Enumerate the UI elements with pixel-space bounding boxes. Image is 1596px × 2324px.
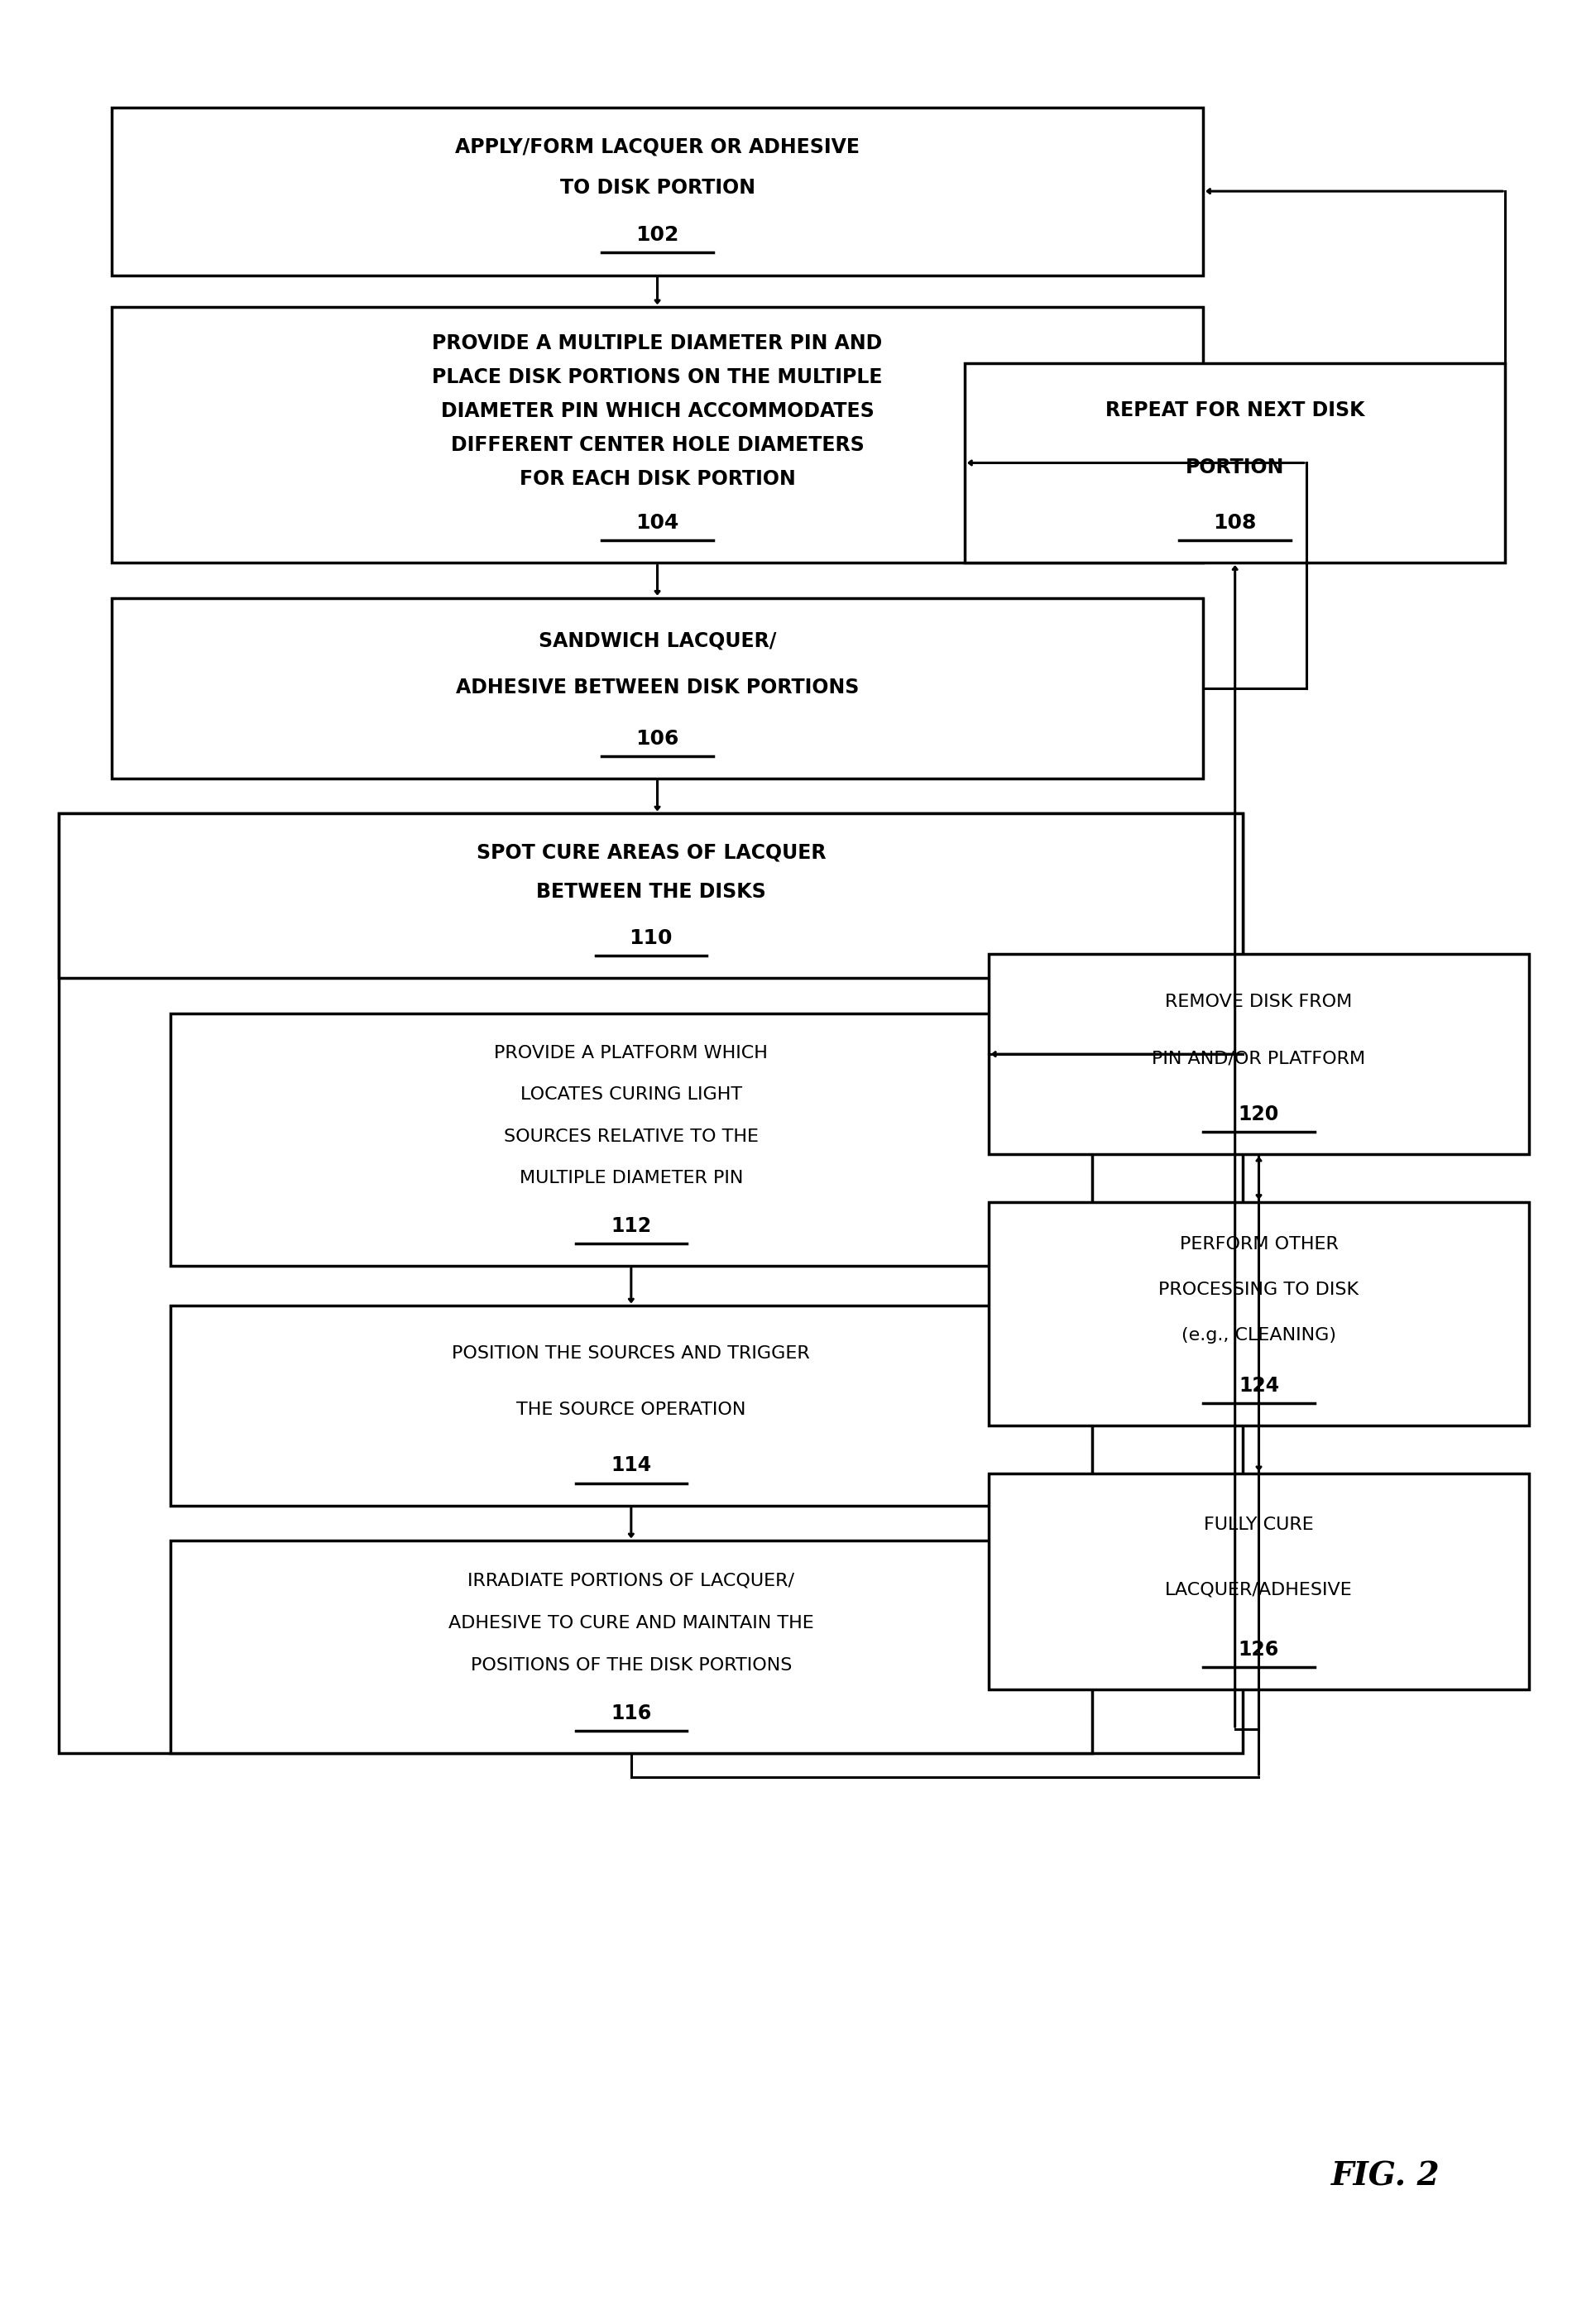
Bar (171, 1013, 1092, 1267)
Text: PLACE DISK PORTIONS ON THE MULTIPLE: PLACE DISK PORTIONS ON THE MULTIPLE (433, 367, 883, 388)
Text: REMOVE DISK FROM: REMOVE DISK FROM (1165, 995, 1352, 1011)
Text: SANDWICH LACQUER/: SANDWICH LACQUER/ (538, 630, 776, 651)
Text: PROCESSING TO DISK: PROCESSING TO DISK (1159, 1281, 1360, 1299)
Text: THE SOURCE OPERATION: THE SOURCE OPERATION (517, 1401, 745, 1418)
Text: APPLY/FORM LACQUER OR ADHESIVE: APPLY/FORM LACQUER OR ADHESIVE (455, 137, 860, 156)
Bar (171, 1306, 1092, 1506)
Text: 114: 114 (611, 1455, 651, 1476)
Text: PERFORM OTHER: PERFORM OTHER (1179, 1236, 1337, 1253)
Text: PROVIDE A PLATFORM WHICH: PROVIDE A PLATFORM WHICH (495, 1046, 768, 1062)
Bar (59, 813, 1243, 1752)
Text: (e.g., CLEANING): (e.g., CLEANING) (1181, 1327, 1336, 1343)
Text: TO DISK PORTION: TO DISK PORTION (560, 177, 755, 198)
Bar (988, 955, 1529, 1155)
Text: 116: 116 (611, 1703, 651, 1722)
Text: 120: 120 (1238, 1104, 1280, 1125)
Text: 106: 106 (635, 730, 678, 748)
Text: ADHESIVE TO CURE AND MAINTAIN THE: ADHESIVE TO CURE AND MAINTAIN THE (448, 1615, 814, 1631)
Bar (171, 1541, 1092, 1752)
Text: IRRADIATE PORTIONS OF LACQUER/: IRRADIATE PORTIONS OF LACQUER/ (468, 1573, 795, 1590)
Text: SOURCES RELATIVE TO THE: SOURCES RELATIVE TO THE (504, 1127, 758, 1146)
Bar (988, 1473, 1529, 1690)
Text: 108: 108 (1213, 514, 1256, 532)
Bar (59, 813, 1243, 978)
Bar (112, 107, 1203, 274)
Text: SPOT CURE AREAS OF LACQUER: SPOT CURE AREAS OF LACQUER (476, 844, 825, 862)
Text: MULTIPLE DIAMETER PIN: MULTIPLE DIAMETER PIN (519, 1169, 744, 1185)
Text: 110: 110 (629, 927, 674, 948)
Text: PIN AND/OR PLATFORM: PIN AND/OR PLATFORM (1152, 1050, 1366, 1067)
Text: POSITIONS OF THE DISK PORTIONS: POSITIONS OF THE DISK PORTIONS (471, 1657, 792, 1673)
Bar (966, 363, 1505, 562)
Text: REPEAT FOR NEXT DISK: REPEAT FOR NEXT DISK (1106, 400, 1365, 421)
Text: POSITION THE SOURCES AND TRIGGER: POSITION THE SOURCES AND TRIGGER (452, 1346, 811, 1362)
Text: DIFFERENT CENTER HOLE DIAMETERS: DIFFERENT CENTER HOLE DIAMETERS (450, 435, 863, 456)
Text: LACQUER/ADHESIVE: LACQUER/ADHESIVE (1165, 1583, 1353, 1599)
Text: ADHESIVE BETWEEN DISK PORTIONS: ADHESIVE BETWEEN DISK PORTIONS (456, 679, 859, 697)
Bar (112, 307, 1203, 562)
Text: LOCATES CURING LIGHT: LOCATES CURING LIGHT (520, 1088, 742, 1104)
Text: 126: 126 (1238, 1638, 1280, 1659)
Text: FIG. 2: FIG. 2 (1331, 2161, 1441, 2192)
Text: FOR EACH DISK PORTION: FOR EACH DISK PORTION (519, 469, 795, 488)
Text: PROVIDE A MULTIPLE DIAMETER PIN AND: PROVIDE A MULTIPLE DIAMETER PIN AND (433, 332, 883, 353)
Text: FULLY CURE: FULLY CURE (1203, 1518, 1314, 1534)
Text: DIAMETER PIN WHICH ACCOMMODATES: DIAMETER PIN WHICH ACCOMMODATES (440, 402, 875, 421)
Bar (112, 597, 1203, 779)
Text: BETWEEN THE DISKS: BETWEEN THE DISKS (536, 881, 766, 902)
Bar (988, 1202, 1529, 1425)
Text: 124: 124 (1238, 1376, 1278, 1397)
Text: PORTION: PORTION (1186, 458, 1285, 476)
Text: 104: 104 (635, 514, 678, 532)
Text: 102: 102 (635, 225, 678, 244)
Text: 112: 112 (611, 1215, 651, 1236)
